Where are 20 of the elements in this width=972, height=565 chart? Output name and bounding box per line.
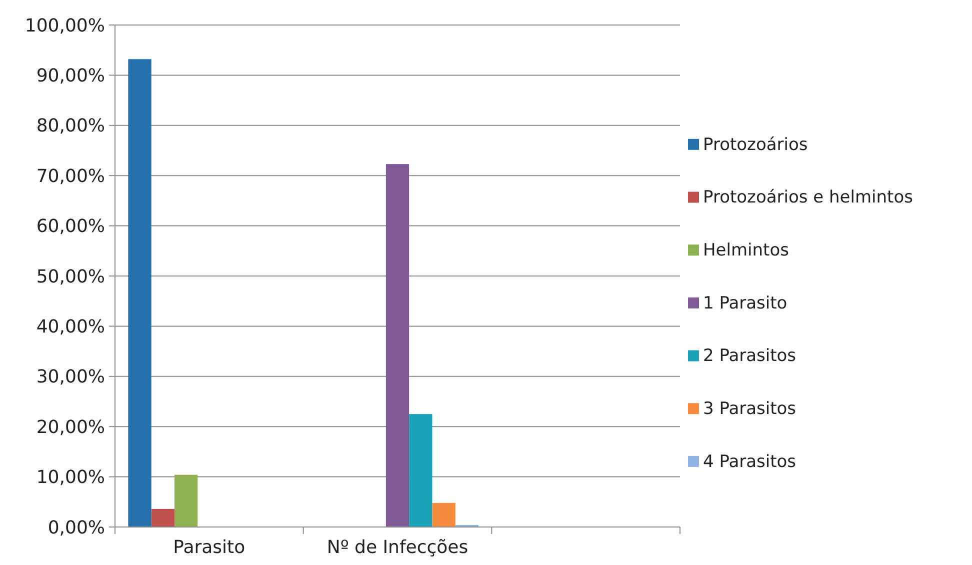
y-tick-label: 30,00% [36, 366, 105, 388]
legend-label: 3 Parasitos [703, 399, 796, 420]
x-tick-label: Parasito [173, 537, 246, 558]
legend-label: Helmintos [703, 240, 790, 261]
y-tick-label: 60,00% [36, 216, 105, 238]
legend-label: 4 Parasitos [703, 452, 796, 472]
legend-label: 2 Parasitos [703, 346, 796, 366]
legend-label: Protozoários [703, 134, 808, 155]
legend-label: Protozoários e helmintos [703, 188, 914, 208]
y-tick-label: 20,00% [36, 416, 105, 438]
y-tick-label: 0,00% [48, 517, 105, 538]
y-tick-label: 70,00% [36, 166, 105, 187]
y-tick-label: 40,00% [36, 316, 105, 338]
x-tick-label: Nº de Infecções [326, 537, 468, 558]
y-tick-label: 90,00% [36, 66, 105, 86]
y-tick-label: 50,00% [36, 266, 105, 288]
y-tick-label: 100,00% [24, 15, 105, 36]
y-tick-label: 80,00% [36, 116, 105, 137]
legend-label: 1 Parasito [703, 293, 788, 314]
y-tick-label: 10,00% [36, 467, 105, 488]
